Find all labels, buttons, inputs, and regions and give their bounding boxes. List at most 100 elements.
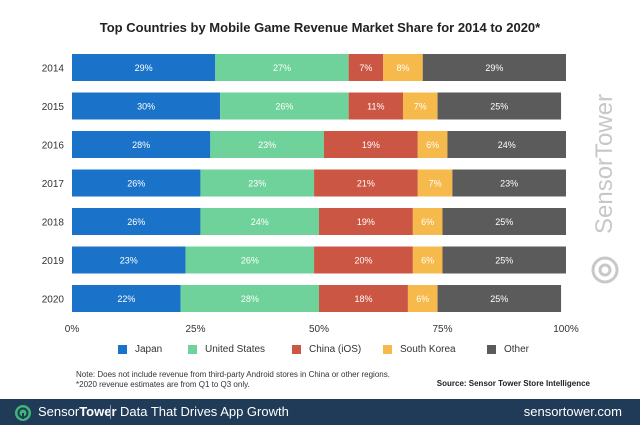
- data-label: 28%: [241, 294, 259, 304]
- footer-brand-bold: Tower: [79, 404, 117, 419]
- legend-item-japan: Japan: [118, 344, 162, 355]
- bar-south-korea-2020: [407, 285, 438, 312]
- data-label: 23%: [258, 140, 276, 150]
- category-label-2020: 2020: [42, 295, 65, 306]
- bar-south-korea-2019: [412, 246, 443, 274]
- footnote-line-1: Note: Does not include revenue from thir…: [76, 370, 390, 379]
- data-label: 23%: [248, 179, 266, 189]
- data-label: 26%: [241, 256, 259, 266]
- footer-separator: [110, 405, 111, 419]
- x-tick-label: 25%: [185, 324, 205, 335]
- bar-south-korea-2016: [417, 131, 448, 158]
- source-text: Source: Sensor Tower Store Intelligence: [436, 379, 590, 388]
- data-label: 18%: [354, 294, 372, 304]
- stacked-bar-chart: 2014 29% 27% 7% 8% 29% 2015 30% 26% 11% 7% 25% 2016 2…: [42, 54, 579, 335]
- bar-japan-2020: [72, 285, 181, 312]
- data-label: 22%: [117, 294, 135, 304]
- bar-other-2014: [422, 54, 566, 81]
- bar-south-korea-2015: [402, 92, 438, 120]
- data-label: 26%: [127, 217, 145, 227]
- x-tick-label: 75%: [432, 324, 452, 335]
- bar-china-ios-2016: [323, 131, 418, 158]
- footnote-line-2: *2020 revenue estimates are from Q1 to Q…: [76, 380, 250, 389]
- x-tick-label: 100%: [553, 324, 579, 335]
- legend-label: China (iOS): [309, 344, 362, 355]
- category-label-2018: 2018: [42, 218, 65, 229]
- legend-item-united-states: United States: [188, 344, 265, 355]
- bar-other-2018: [442, 208, 566, 235]
- data-label: 19%: [357, 217, 375, 227]
- category-label-2019: 2019: [42, 256, 65, 267]
- bar-other-2019: [442, 246, 566, 274]
- bar-united-states-2017: [200, 169, 315, 197]
- bar-japan-2019: [72, 246, 186, 274]
- bar-other-2016: [447, 131, 566, 158]
- watermark-logo-icon: [591, 256, 619, 284]
- bar-other-2015: [437, 92, 562, 120]
- legend-swatch: [292, 345, 301, 354]
- data-label: 25%: [495, 256, 513, 266]
- watermark-text: SensorTower: [591, 94, 618, 234]
- bar-japan-2014: [72, 54, 216, 81]
- bar-united-states-2015: [220, 92, 349, 120]
- footer-bar: SensorTower Data That Drives App Growth …: [0, 399, 640, 425]
- data-label: 25%: [490, 102, 508, 112]
- data-label: 7%: [414, 102, 427, 112]
- bar-united-states-2019: [185, 246, 315, 274]
- data-label: 26%: [275, 102, 293, 112]
- data-label: 27%: [273, 63, 291, 73]
- legend-label: Other: [504, 344, 530, 355]
- category-label-2017: 2017: [42, 179, 65, 190]
- x-tick-label: 0%: [65, 324, 80, 335]
- legend-label: South Korea: [400, 344, 456, 355]
- bar-japan-2018: [72, 208, 201, 235]
- data-label: 26%: [127, 179, 145, 189]
- data-label: 30%: [137, 102, 155, 112]
- data-label: 21%: [357, 179, 375, 189]
- data-label: 24%: [251, 217, 269, 227]
- legend-item-south-korea: South Korea: [383, 344, 456, 355]
- category-label-2014: 2014: [42, 64, 65, 75]
- footer-brand: SensorTower: [38, 404, 117, 419]
- x-tick-label: 50%: [309, 324, 329, 335]
- legend-swatch: [188, 345, 197, 354]
- footer-url[interactable]: sensortower.com: [523, 404, 622, 419]
- data-label: 25%: [495, 217, 513, 227]
- bar-china-ios-2018: [319, 208, 413, 235]
- bar-united-states-2018: [200, 208, 319, 235]
- data-label: 11%: [367, 102, 384, 112]
- data-label: 6%: [416, 294, 429, 304]
- legend-label: Japan: [135, 344, 163, 355]
- data-label: 24%: [498, 140, 516, 150]
- category-label-2015: 2015: [42, 102, 65, 113]
- bar-japan-2016: [72, 131, 211, 158]
- bar-united-states-2020: [180, 285, 319, 312]
- data-label: 29%: [485, 63, 503, 73]
- data-label: 23%: [500, 179, 518, 189]
- bar-china-ios-2019: [314, 246, 413, 274]
- bar-south-korea-2017: [417, 169, 453, 197]
- bar-china-ios-2015: [348, 92, 403, 120]
- footnote: Note: Does not include revenue from thir…: [76, 370, 390, 390]
- bar-other-2017: [452, 169, 566, 197]
- bar-japan-2015: [72, 92, 221, 120]
- legend-label: United States: [205, 344, 266, 355]
- bar-south-korea-2018: [412, 208, 443, 235]
- footer-tagline: Data That Drives App Growth: [120, 404, 289, 419]
- bar-south-korea-2014: [383, 54, 423, 81]
- data-label: 19%: [362, 140, 380, 150]
- chart-legend: Japan United States China (iOS) South Korea…: [0, 344, 640, 358]
- data-label: 6%: [426, 140, 439, 150]
- category-label-2016: 2016: [42, 141, 65, 152]
- legend-swatch: [383, 345, 392, 354]
- data-label: 20%: [354, 256, 372, 266]
- bar-other-2020: [437, 285, 562, 312]
- bar-china-ios-2020: [319, 285, 408, 312]
- data-label: 29%: [135, 63, 153, 73]
- data-label: 28%: [132, 140, 150, 150]
- bar-china-ios-2017: [314, 169, 418, 197]
- bar-japan-2017: [72, 169, 201, 197]
- chart-title: Top Countries by Mobile Game Revenue Mar…: [99, 20, 541, 35]
- watermark: SensorTower: [591, 94, 619, 284]
- sensortower-logo-icon: [15, 405, 31, 421]
